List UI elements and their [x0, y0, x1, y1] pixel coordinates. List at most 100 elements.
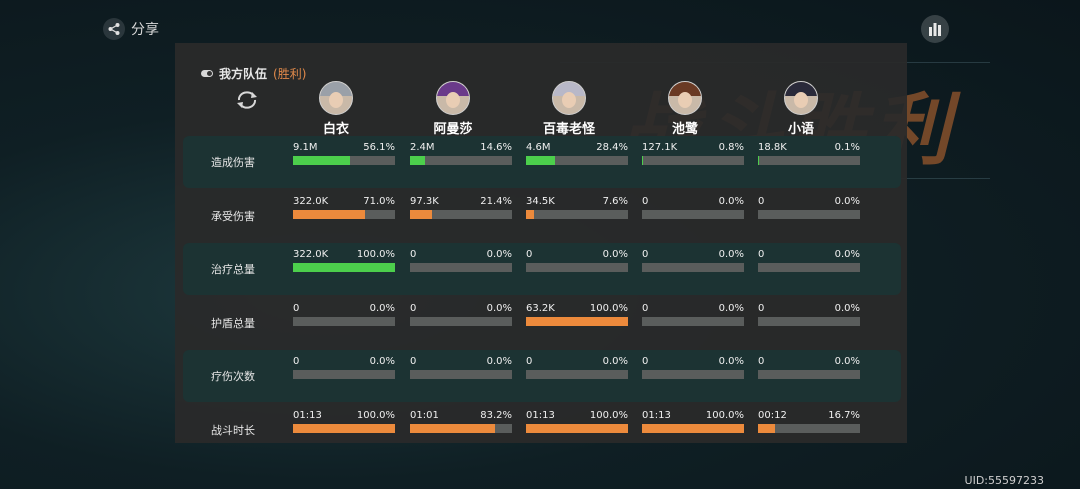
stat-percent: 21.4% [480, 196, 512, 207]
hero-2[interactable]: 阿曼莎 [398, 81, 508, 137]
stat-row: 承受伤害 322.0K 71.0% 97.3K 21.4% 34.5K 7.6% 0 0.0% 0… [183, 190, 901, 242]
stat-value: 0 [293, 303, 299, 314]
share-label: 分享 [131, 19, 159, 39]
stat-value: 2.4M [410, 142, 435, 153]
stat-bar-track [758, 210, 860, 219]
stat-bar-fill [410, 424, 495, 433]
stat-bar-fill [758, 424, 775, 433]
stat-cell: 0 0.0% [642, 303, 744, 333]
stat-cell: 01:13 100.0% [293, 410, 395, 440]
stat-cell: 97.3K 21.4% [410, 196, 512, 226]
stat-percent: 0.0% [719, 249, 744, 260]
stat-cell: 34.5K 7.6% [526, 196, 628, 226]
stat-value: 0 [293, 356, 299, 367]
stat-cell: 0 0.0% [758, 196, 860, 226]
stat-cell: 01:13 100.0% [526, 410, 628, 440]
stat-bar-fill [410, 210, 432, 219]
team-header[interactable]: 我方队伍 (胜利) [201, 65, 306, 82]
team-label: 我方队伍 [219, 65, 267, 82]
stat-cell: 0 0.0% [410, 356, 512, 386]
uid-label: UID:55597233 [965, 474, 1044, 487]
stat-bar-track [293, 210, 395, 219]
stat-bar-track [293, 317, 395, 326]
stat-value: 0 [642, 196, 648, 207]
stat-percent: 0.0% [719, 303, 744, 314]
stat-bar-track [758, 317, 860, 326]
stat-percent: 0.0% [603, 249, 628, 260]
hero-avatar [319, 81, 353, 115]
stat-percent: 0.0% [487, 303, 512, 314]
stat-label: 战斗时长 [183, 422, 283, 438]
stat-bar-fill [526, 156, 555, 165]
stat-percent: 0.0% [835, 249, 860, 260]
hero-5[interactable]: 小语 [746, 81, 856, 137]
stat-label: 承受伤害 [183, 208, 283, 224]
hero-name: 小语 [746, 118, 856, 137]
share-button[interactable]: 分享 [103, 18, 159, 40]
refresh-icon[interactable] [235, 90, 259, 110]
stat-value: 18.8K [758, 142, 787, 153]
hero-1[interactable]: 白衣 [281, 81, 391, 137]
hero-4[interactable]: 池鹭 [630, 81, 740, 137]
stat-cell: 322.0K 71.0% [293, 196, 395, 226]
stat-percent: 100.0% [706, 410, 744, 421]
stat-cell: 2.4M 14.6% [410, 142, 512, 172]
share-icon [103, 18, 125, 40]
stat-label: 造成伤害 [183, 154, 283, 170]
stat-percent: 100.0% [590, 410, 628, 421]
stat-cell: 9.1M 56.1% [293, 142, 395, 172]
stat-value: 0 [410, 249, 416, 260]
stat-bar-track [410, 317, 512, 326]
stat-cell: 0 0.0% [410, 303, 512, 333]
stat-percent: 0.0% [835, 356, 860, 367]
stat-value: 0 [642, 303, 648, 314]
stat-value: 0 [410, 356, 416, 367]
stat-bar-track [642, 156, 744, 165]
stat-cell: 0 0.0% [758, 356, 860, 386]
stat-value: 01:13 [642, 410, 671, 421]
stat-percent: 83.2% [480, 410, 512, 421]
stat-row: 造成伤害 9.1M 56.1% 2.4M 14.6% 4.6M 28.4% 127.1K 0.8… [183, 136, 901, 188]
stat-bar-fill [526, 210, 534, 219]
stat-percent: 0.0% [370, 356, 395, 367]
battle-result: (胜利) [273, 65, 306, 82]
stat-value: 0 [758, 249, 764, 260]
stat-bar-track [410, 156, 512, 165]
stat-bar-track [642, 370, 744, 379]
stat-bar-track [293, 263, 395, 272]
stat-cell: 4.6M 28.4% [526, 142, 628, 172]
stat-bar-track [293, 424, 395, 433]
stat-cell: 0 0.0% [526, 356, 628, 386]
bar-chart-icon [927, 21, 943, 37]
statistics-button[interactable] [921, 15, 949, 43]
stat-value: 63.2K [526, 303, 555, 314]
stat-row: 护盾总量 0 0.0% 0 0.0% 63.2K 100.0% 0 0.0% 0 0.0% [183, 297, 901, 349]
stat-bar-track [642, 210, 744, 219]
stat-bar-fill [293, 210, 365, 219]
hero-avatar [552, 81, 586, 115]
stat-bar-track [526, 370, 628, 379]
stat-percent: 0.0% [719, 356, 744, 367]
stat-bar-track [410, 424, 512, 433]
stat-cell: 0 0.0% [293, 356, 395, 386]
stat-value: 0 [758, 196, 764, 207]
stat-bar-track [526, 156, 628, 165]
stat-value: 322.0K [293, 249, 328, 260]
hero-name: 阿曼莎 [398, 118, 508, 137]
stat-cell: 0 0.0% [526, 249, 628, 279]
stat-value: 34.5K [526, 196, 555, 207]
stat-bar-fill [410, 156, 425, 165]
stat-cell: 0 0.0% [642, 196, 744, 226]
stat-cell: 18.8K 0.1% [758, 142, 860, 172]
stat-bar-fill [293, 156, 350, 165]
stat-cell: 0 0.0% [410, 249, 512, 279]
stat-percent: 100.0% [357, 410, 395, 421]
hero-3[interactable]: 百毒老怪 [514, 81, 624, 137]
stat-value: 97.3K [410, 196, 439, 207]
stat-percent: 7.6% [603, 196, 628, 207]
stat-value: 0 [758, 303, 764, 314]
stat-cell: 63.2K 100.0% [526, 303, 628, 333]
stat-label: 护盾总量 [183, 315, 283, 331]
stat-value: 0 [410, 303, 416, 314]
stat-value: 00:12 [758, 410, 787, 421]
